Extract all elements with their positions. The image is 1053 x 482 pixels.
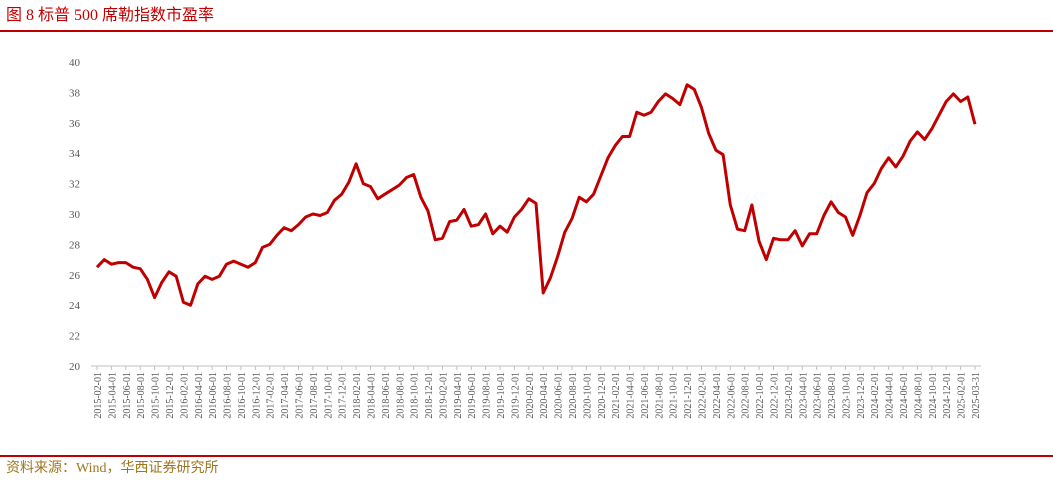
- x-tick-label: 2023-02-01: [784, 372, 795, 419]
- x-tick-label: 2021-04-01: [626, 372, 637, 419]
- x-tick-label: 2015-12-01: [165, 372, 176, 419]
- x-tick-label: 2022-04-01: [712, 372, 723, 419]
- x-tick-label: 2022-02-01: [698, 372, 709, 419]
- x-tick-label: 2022-10-01: [755, 372, 766, 419]
- source-note: 资料来源：Wind，华西证券研究所: [6, 460, 219, 476]
- x-tick-label: 2024-10-01: [928, 372, 939, 419]
- x-tick-label: 2020-06-01: [554, 372, 565, 419]
- y-tick-label: 32: [69, 179, 80, 191]
- x-tick-label: 2015-04-01: [107, 372, 118, 419]
- x-tick-label: 2019-02-01: [438, 372, 449, 419]
- y-tick-label: 38: [69, 87, 81, 99]
- chart-title: 图 8 标普 500 席勒指数市盈率: [6, 6, 214, 24]
- x-tick-label: 2024-04-01: [885, 372, 896, 419]
- x-tick-label: 2018-04-01: [366, 372, 377, 419]
- x-tick-label: 2016-06-01: [208, 372, 219, 419]
- x-tick-label: 2019-08-01: [482, 372, 493, 419]
- x-tick-label: 2019-12-01: [510, 372, 521, 419]
- x-tick-label: 2024-06-01: [899, 372, 910, 419]
- x-tick-label: 2018-10-01: [410, 372, 421, 419]
- y-tick-label: 28: [69, 239, 81, 251]
- x-tick-label: 2025-02-01: [957, 372, 968, 419]
- y-tick-label: 36: [69, 118, 81, 130]
- x-tick-label: 2017-04-01: [280, 372, 291, 419]
- x-tick-label: 2024-12-01: [942, 372, 953, 419]
- x-tick-label: 2023-06-01: [813, 372, 824, 419]
- x-tick-label: 2021-10-01: [669, 372, 680, 419]
- x-tick-label: 2015-06-01: [122, 372, 133, 419]
- x-tick-label: 2024-08-01: [913, 372, 924, 419]
- x-tick-label: 2017-10-01: [323, 372, 334, 419]
- y-tick-label: 40: [69, 57, 81, 69]
- x-tick-label: 2020-04-01: [539, 372, 550, 419]
- x-tick-label: 2019-04-01: [453, 372, 464, 419]
- x-tick-label: 2017-02-01: [266, 372, 277, 419]
- x-tick-label: 2017-08-01: [309, 372, 320, 419]
- x-tick-label: 2019-06-01: [467, 372, 478, 419]
- x-tick-label: 2021-02-01: [611, 372, 622, 419]
- x-tick-label: 2020-12-01: [597, 372, 608, 419]
- x-tick-label: 2023-04-01: [798, 372, 809, 419]
- x-tick-label: 2017-06-01: [295, 372, 306, 419]
- x-tick-label: 2015-10-01: [151, 372, 162, 419]
- y-tick-label: 22: [69, 331, 80, 343]
- x-tick-label: 2016-02-01: [179, 372, 190, 419]
- x-tick-label: 2018-12-01: [424, 372, 435, 419]
- x-tick-label: 2023-12-01: [856, 372, 867, 419]
- x-tick-label: 2021-08-01: [654, 372, 665, 419]
- x-tick-label: 2020-02-01: [525, 372, 536, 419]
- x-tick-label: 2016-04-01: [194, 372, 205, 419]
- x-tick-label: 2016-10-01: [237, 372, 248, 419]
- x-tick-label: 2023-08-01: [827, 372, 838, 419]
- x-tick-label: 2018-02-01: [352, 372, 363, 419]
- x-tick-label: 2020-10-01: [582, 372, 593, 419]
- x-tick-label: 2018-06-01: [381, 372, 392, 419]
- y-tick-label: 26: [69, 270, 81, 282]
- x-tick-label: 2022-08-01: [741, 372, 752, 419]
- x-tick-label: 2022-06-01: [726, 372, 737, 419]
- y-tick-label: 34: [69, 148, 81, 160]
- x-tick-label: 2019-10-01: [496, 372, 507, 419]
- x-tick-label: 2018-08-01: [395, 372, 406, 419]
- x-tick-label: 2016-08-01: [223, 372, 234, 419]
- x-tick-label: 2017-12-01: [338, 372, 349, 419]
- y-tick-label: 30: [69, 209, 81, 221]
- x-tick-label: 2015-08-01: [136, 372, 147, 419]
- y-tick-label: 20: [69, 361, 81, 373]
- x-tick-label: 2023-10-01: [841, 372, 852, 419]
- x-tick-label: 2021-06-01: [640, 372, 651, 419]
- x-tick-label: 2020-08-01: [568, 372, 579, 419]
- x-tick-label: 2016-12-01: [251, 372, 262, 419]
- x-tick-label: 2015-02-01: [93, 372, 104, 419]
- x-tick-label: 2022-12-01: [769, 372, 780, 419]
- x-tick-label: 2021-12-01: [683, 372, 694, 419]
- y-tick-label: 24: [69, 300, 81, 312]
- x-tick-label: 2025-03-31: [971, 372, 982, 419]
- x-tick-label: 2024-02-01: [870, 372, 881, 419]
- data-line: [95, 83, 977, 307]
